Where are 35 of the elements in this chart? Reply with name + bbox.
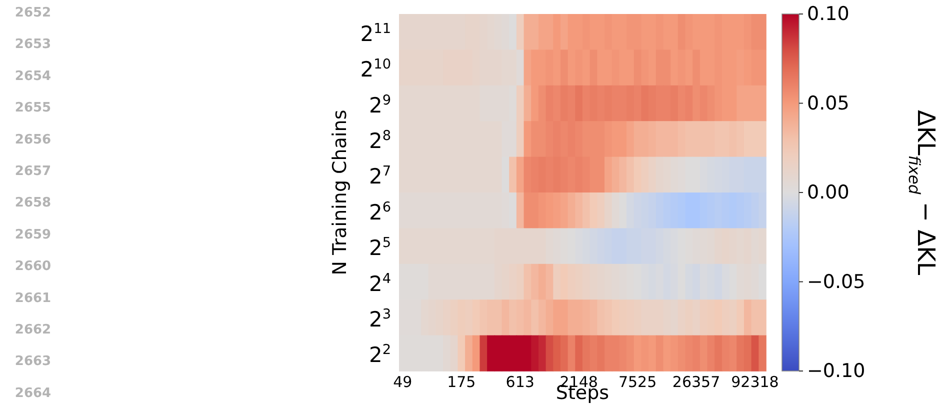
x-tick-label: 7525 bbox=[618, 373, 657, 392]
y-tick-label: 2$^{9}$ bbox=[368, 92, 391, 118]
y-tick-label: 2$^{10}$ bbox=[360, 56, 391, 82]
y-axis-title: N Training Chains bbox=[329, 110, 351, 276]
y-tick-label: 2$^{7}$ bbox=[368, 164, 391, 189]
y-tick-label: 2$^{4}$ bbox=[368, 270, 391, 296]
text: 2655 bbox=[14, 100, 52, 116]
text: 2653 bbox=[14, 37, 52, 52]
text: 2657 bbox=[14, 164, 52, 179]
text: 2660 bbox=[14, 259, 52, 274]
color-bar-label: −0.05 bbox=[807, 270, 866, 293]
color-bar-label: 0.05 bbox=[807, 92, 850, 114]
y-tick-label: 2$^{3}$ bbox=[368, 306, 391, 332]
color-bar-label: 0.10 bbox=[807, 3, 850, 25]
text: 2656 bbox=[14, 132, 52, 148]
x-tick-label: 613 bbox=[506, 373, 534, 392]
text: 2652 bbox=[14, 6, 52, 20]
x-tick-label: 49 bbox=[393, 373, 412, 392]
y-tick-label: 2$^{2}$ bbox=[368, 342, 391, 368]
y-tick-label: 2$^{11}$ bbox=[360, 20, 391, 46]
y-tick-label: 2$^{6}$ bbox=[368, 199, 391, 224]
text: 2663 bbox=[14, 354, 52, 370]
y-tick-label: 2$^{8}$ bbox=[368, 128, 391, 153]
text: 2654 bbox=[14, 68, 52, 84]
text: 2661 bbox=[14, 290, 52, 306]
x-tick-label: 175 bbox=[447, 373, 476, 392]
text: 2662 bbox=[14, 322, 52, 338]
x-tick-label: 26357 bbox=[672, 373, 720, 392]
color-bar-label: 0.00 bbox=[807, 182, 850, 204]
color-bar-label: −0.10 bbox=[807, 360, 866, 382]
x-tick-label: 92318 bbox=[731, 373, 779, 392]
text: 2664 bbox=[14, 386, 52, 401]
text: 2658 bbox=[14, 196, 52, 211]
text: 2659 bbox=[14, 227, 52, 242]
y-tick-label: 2$^{5}$ bbox=[368, 235, 391, 260]
